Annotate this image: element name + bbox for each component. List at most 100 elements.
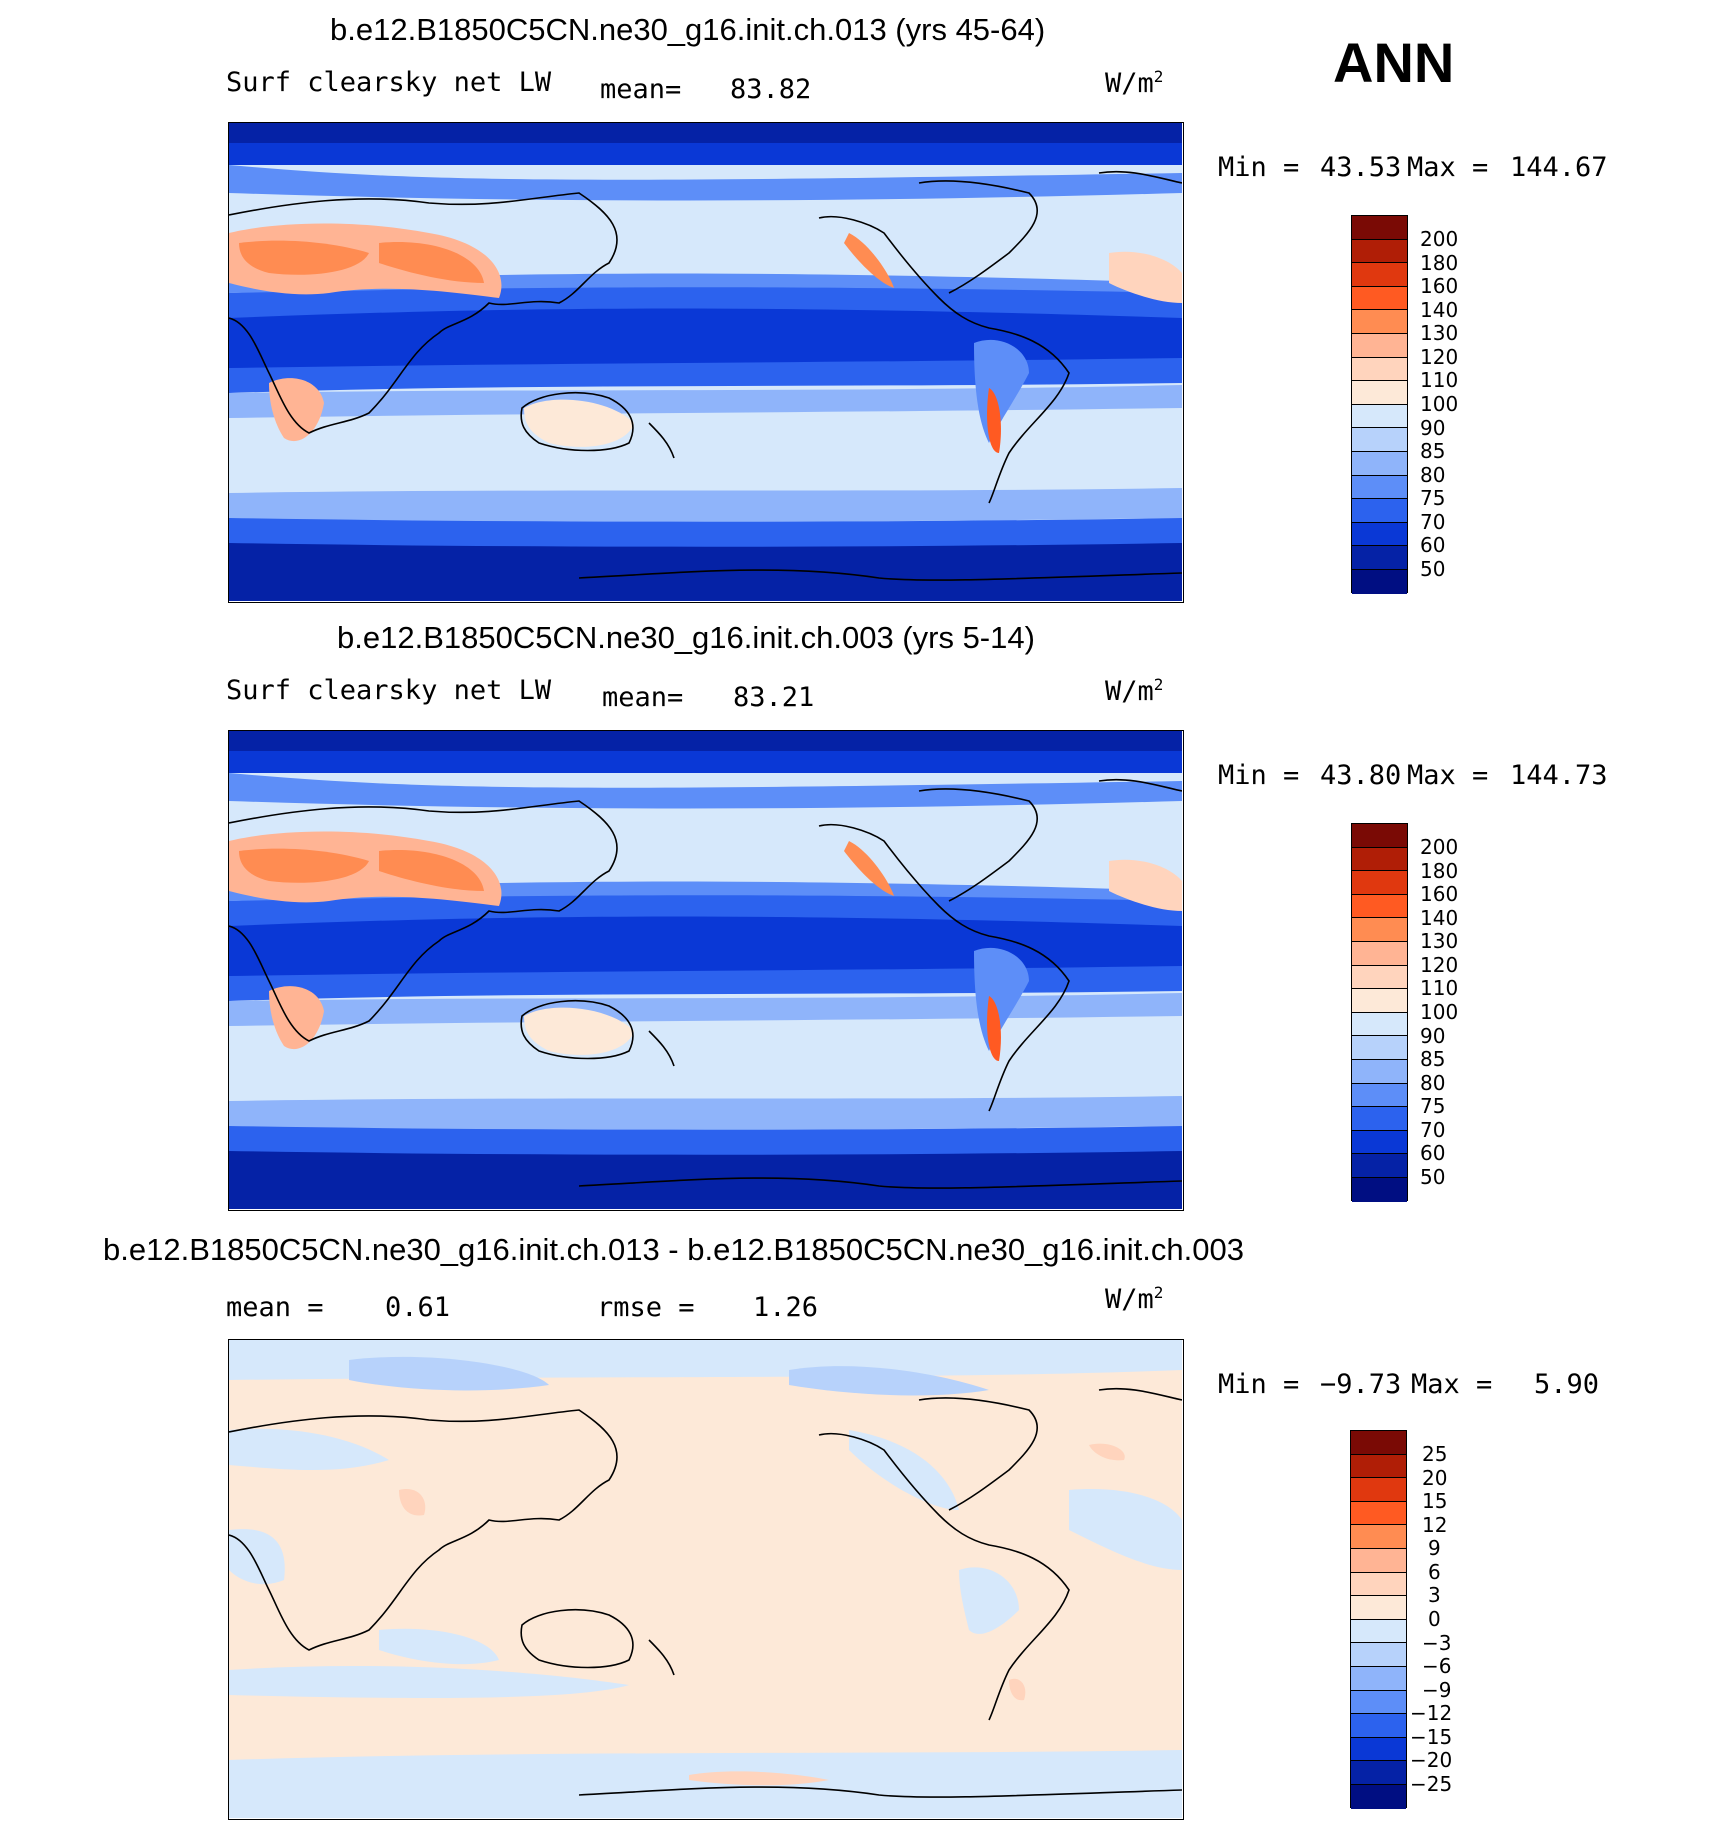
- panel1-colorbar-label: 75: [1420, 486, 1446, 510]
- panel2-colorbar-cell: [1352, 1177, 1407, 1202]
- panel2-max-value: 144.73: [1510, 760, 1608, 791]
- panel3-units: W/m2: [1105, 1283, 1164, 1315]
- panel3-max-value: 5.90: [1534, 1369, 1600, 1400]
- panel2-colorbar-label: 140: [1420, 906, 1459, 930]
- panel1-map: [228, 122, 1184, 603]
- panel3-min-value: −9.73: [1320, 1369, 1402, 1400]
- panel3-map: [228, 1339, 1184, 1820]
- panel2-variable-label: Surf clearsky net LW: [226, 675, 552, 706]
- panel3-colorbar-label: 25: [1422, 1442, 1448, 1466]
- panel2-colorbar-cell: [1352, 1059, 1407, 1084]
- panel2-min-label: Min =: [1218, 760, 1300, 791]
- panel2-max-label: Max =: [1407, 760, 1489, 791]
- panel3-colorbar-label: 0: [1428, 1607, 1441, 1631]
- panel1-colorbar-cell: [1352, 310, 1407, 334]
- panel1-colorbar-cell: [1352, 404, 1407, 429]
- panel1-colorbar-cell: [1352, 333, 1407, 358]
- panel3-colorbar-label: −25: [1410, 1772, 1453, 1796]
- panel2-colorbar-label: 80: [1420, 1071, 1446, 1095]
- panel1-min-label: Min =: [1218, 152, 1300, 183]
- panel1-mean-value: 83.82: [730, 74, 812, 105]
- panel3-colorbar-cell: [1351, 1596, 1406, 1620]
- panel3-colorbar-label: −3: [1422, 1631, 1452, 1655]
- panel3-colorbar-cell: [1351, 1784, 1406, 1809]
- panel1-colorbar-cell: [1352, 357, 1407, 382]
- panel3-colorbar-cell: [1351, 1737, 1406, 1762]
- panel1-mean-label: mean=: [600, 74, 682, 105]
- season-label: ANN: [1333, 31, 1455, 94]
- panel1-variable-label: Surf clearsky net LW: [226, 67, 552, 98]
- panel2-colorbar-label: 85: [1420, 1047, 1446, 1071]
- panel3-colorbar-cell: [1351, 1501, 1406, 1526]
- panel3-colorbar-cell: [1351, 1761, 1406, 1785]
- panel2-colorbar-cell: [1352, 1154, 1407, 1178]
- panel2-colorbar-cell: [1352, 871, 1407, 895]
- panel3-colorbar: [1350, 1430, 1407, 1809]
- panel2-colorbar-label: 50: [1420, 1165, 1446, 1189]
- panel2-colorbar-label: 90: [1420, 1024, 1446, 1048]
- panel1-colorbar-cell: [1352, 239, 1407, 264]
- panel3-mean-value: 0.61: [385, 1292, 451, 1323]
- panel1-colorbar-label: 90: [1420, 416, 1446, 440]
- panel1-colorbar-cell: [1352, 569, 1407, 594]
- panel3-title: b.e12.B1850C5CN.ne30_g16.init.ch.013 - b…: [103, 1232, 1244, 1267]
- panel3-rmse-label: rmse =: [597, 1292, 695, 1323]
- panel3-colorbar-cell: [1351, 1666, 1406, 1691]
- panel2-min-value: 43.80: [1320, 760, 1402, 791]
- panel3-colorbar-label: −15: [1410, 1725, 1453, 1749]
- panel1-units: W/m2: [1105, 67, 1164, 99]
- panel1-colorbar-label: 50: [1420, 557, 1446, 581]
- panel3-colorbar-cell: [1351, 1478, 1406, 1502]
- panel1-colorbar-cell: [1352, 381, 1407, 405]
- panel2-colorbar-label: 180: [1420, 859, 1459, 883]
- panel3-colorbar-cell: [1351, 1454, 1406, 1479]
- panel2-colorbar-cell: [1352, 1107, 1407, 1131]
- panel3-colorbar-cell: [1351, 1714, 1406, 1738]
- panel2-colorbar-cell: [1352, 824, 1407, 848]
- panel2-colorbar-cell: [1352, 1012, 1407, 1037]
- panel1-colorbar-label: 100: [1420, 392, 1459, 416]
- panel3-colorbar-label: 20: [1422, 1466, 1448, 1490]
- panel2-map: [228, 730, 1184, 1211]
- panel2-colorbar-label: 130: [1420, 929, 1459, 953]
- panel2-colorbar-label: 120: [1420, 953, 1459, 977]
- panel3-colorbar-cell: [1351, 1643, 1406, 1667]
- panel1-colorbar-label: 60: [1420, 533, 1446, 557]
- panel3-colorbar-label: −12: [1410, 1701, 1453, 1725]
- panel1-max-value: 144.67: [1510, 152, 1608, 183]
- panel2-colorbar-cell: [1352, 847, 1407, 872]
- panel3-colorbar-label: 15: [1422, 1489, 1448, 1513]
- panel2-colorbar-label: 70: [1420, 1118, 1446, 1142]
- panel2-colorbar-cell: [1352, 965, 1407, 990]
- panel1-colorbar-label: 85: [1420, 439, 1446, 463]
- panel1-title: b.e12.B1850C5CN.ne30_g16.init.ch.013 (yr…: [330, 12, 1046, 47]
- panel1-colorbar-label: 180: [1420, 251, 1459, 275]
- panel3-colorbar-label: 9: [1428, 1536, 1441, 1560]
- panel1-colorbar: [1351, 215, 1408, 594]
- panel3-colorbar-cell: [1351, 1572, 1406, 1597]
- panel2-colorbar-cell: [1352, 894, 1407, 919]
- panel3-rmse-value: 1.26: [753, 1292, 819, 1323]
- panel3-colorbar-cell: [1351, 1431, 1406, 1455]
- panel1-colorbar-label: 200: [1420, 227, 1459, 251]
- panel1-colorbar-label: 70: [1420, 510, 1446, 534]
- panel2-title: b.e12.B1850C5CN.ne30_g16.init.ch.003 (yr…: [337, 620, 1035, 655]
- panel1-colorbar-cell: [1352, 522, 1407, 547]
- panel1-colorbar-label: 160: [1420, 274, 1459, 298]
- panel1-colorbar-cell: [1352, 451, 1407, 476]
- panel3-min-label: Min =: [1218, 1369, 1300, 1400]
- panel1-max-label: Max =: [1407, 152, 1489, 183]
- panel1-colorbar-label: 140: [1420, 298, 1459, 322]
- panel2-colorbar-cell: [1352, 941, 1407, 966]
- panel1-colorbar-label: 80: [1420, 463, 1446, 487]
- panel1-colorbar-cell: [1352, 216, 1407, 240]
- panel1-colorbar-cell: [1352, 499, 1407, 523]
- panel3-colorbar-label: 3: [1428, 1583, 1441, 1607]
- panel2-colorbar: [1351, 823, 1408, 1202]
- panel2-mean-label: mean=: [602, 682, 684, 713]
- panel1-colorbar-cell: [1352, 428, 1407, 452]
- panel1-colorbar-cell: [1352, 263, 1407, 287]
- panel3-colorbar-cell: [1351, 1548, 1406, 1573]
- panel1-colorbar-cell: [1352, 286, 1407, 311]
- panel2-colorbar-cell: [1352, 1083, 1407, 1108]
